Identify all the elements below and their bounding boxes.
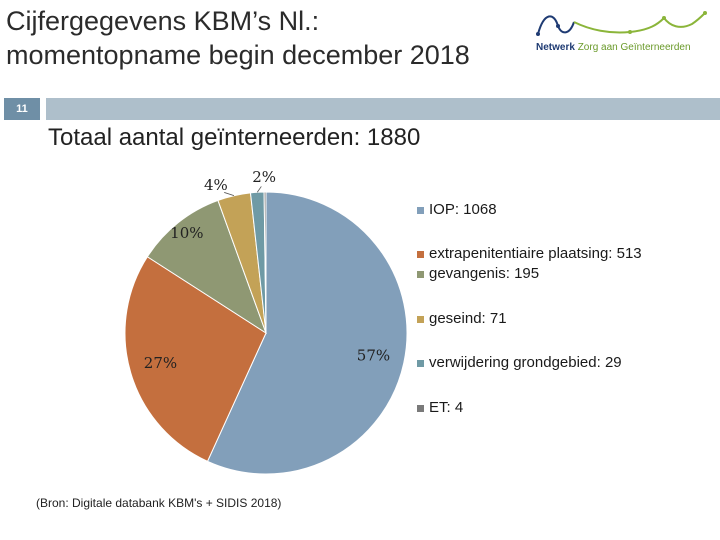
chart-legend: IOP: 1068 extrapenitentiaire plaatsing: … <box>417 200 707 418</box>
logo-swirl-icon <box>536 11 707 36</box>
pie-slice-iop <box>206 191 408 475</box>
pct-label-gevangenis: 10% <box>170 224 203 242</box>
title-line-2: momentopname begin december 2018 <box>6 40 470 70</box>
header-bar <box>46 98 720 120</box>
logo-text-rest: Zorg aan Geïnterneerden <box>577 42 691 53</box>
legend-item-gevangenis: gevangenis: 195 <box>417 264 707 284</box>
source-note: (Bron: Digitale databank KBM's + SIDIS 2… <box>36 496 282 510</box>
pct-label-geseind: 4% <box>204 176 228 194</box>
slide-number: 11 <box>4 98 40 120</box>
legend-label-verwijdering: verwijdering grondgebied: 29 <box>429 354 622 371</box>
legend-item-geseind: geseind: 71 <box>417 309 707 329</box>
legend-swatch-et <box>417 405 424 412</box>
pct-label-verwijdering: 2% <box>252 168 276 186</box>
pct-label-extrapenitentiaire: 27% <box>144 354 177 372</box>
legend-item-et: ET: 4 <box>417 398 707 418</box>
legend-label-et: ET: 4 <box>429 399 464 416</box>
network-logo: Netwerk Zorg aan Geïnterneerden <box>530 8 715 58</box>
pie-slice-et <box>263 191 267 334</box>
leader-line-geseind <box>224 192 235 197</box>
pie-slice-extrapenitentiaire <box>124 256 267 462</box>
slide-title: Cijfergegevens KBM’s Nl.: momentopname b… <box>6 4 566 72</box>
legend-swatch-gevangenis <box>417 271 424 278</box>
title-line-1: Cijfergegevens KBM’s Nl.: <box>6 6 320 36</box>
legend-swatch-extrapenitentiaire <box>417 251 424 258</box>
legend-label-extrapenitentiaire: extrapenitentiaire plaatsing: 513 <box>429 245 642 262</box>
legend-swatch-geseind <box>417 316 424 323</box>
legend-item-verwijdering: verwijdering grondgebied: 29 <box>417 353 707 373</box>
legend-item-iop: IOP: 1068 <box>417 200 707 220</box>
legend-label-geseind: geseind: 71 <box>429 310 507 327</box>
legend-swatch-verwijdering <box>417 360 424 367</box>
legend-item-extrapenitentiaire: extrapenitentiaire plaatsing: 513 <box>417 244 707 264</box>
chart-title: Totaal aantal geïnterneerden: 1880 <box>48 124 421 151</box>
legend-label-gevangenis: gevangenis: 195 <box>429 265 540 282</box>
legend-swatch-iop <box>417 207 424 214</box>
pie-slice-gevangenis <box>146 199 267 335</box>
pct-label-iop: 57% <box>357 346 390 364</box>
leader-line-verwijdering <box>256 186 262 193</box>
legend-label-iop: IOP: 1068 <box>429 201 497 218</box>
logo-text-netwerk: Netwerk <box>536 42 575 53</box>
logo-text: Netwerk Zorg aan Geïnterneerden <box>536 42 691 53</box>
